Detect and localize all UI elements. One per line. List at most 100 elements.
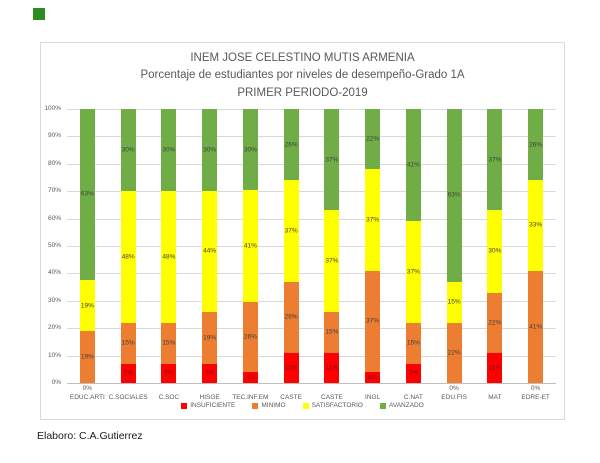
category-label: CASTE — [321, 394, 343, 401]
category-label: TEC.INF.EM — [232, 394, 269, 401]
category-label: C.NAT — [403, 394, 423, 401]
bar-segment — [242, 301, 258, 373]
bar-segment — [405, 109, 421, 222]
gridline — [67, 218, 556, 220]
bar-segment-label: 30% — [243, 146, 257, 154]
bar-segment-label: 26% — [284, 141, 298, 149]
bar-segment-label: 30% — [203, 146, 217, 154]
bar-segment-label: 44% — [203, 247, 217, 255]
gridline — [67, 328, 556, 330]
bar-segment-label: 37% — [325, 257, 339, 265]
plot-area: 0% 10% 20% 30% 40% 50% 60% 70% 80% 90% 100% 0% 19% 19… — [44, 105, 556, 401]
bar-segment-label: 37% — [325, 156, 339, 164]
bar-segment — [202, 109, 218, 192]
author-note: Elaboro: C.A.Gutierrez — [37, 430, 143, 442]
bar-segment-label: 22% — [447, 349, 461, 357]
category-label: EDRE-ET — [521, 394, 550, 401]
bar-segment — [79, 279, 95, 332]
chart-title-line-1: INEM JOSE CELESTINO MUTIS ARMENIA — [190, 52, 415, 64]
bar-segment — [487, 352, 503, 383]
chart-legend: INSUFICIENTE MINIMO SATISFACTORIO AVANZADO — [41, 402, 564, 409]
bar-segment-label: 7% — [408, 369, 419, 377]
bar-segment — [79, 109, 95, 280]
category-label: HISGE — [199, 394, 220, 401]
bar-segment — [120, 363, 136, 383]
legend-swatch-icon — [252, 402, 259, 409]
legend-label: AVANZADO — [388, 402, 424, 409]
y-tick-label: 90% — [47, 132, 61, 140]
bar-segment — [528, 109, 544, 181]
bar-segment-label: 26% — [243, 333, 257, 341]
bar-segment-label: 48% — [121, 253, 135, 261]
bar-segment — [202, 311, 218, 364]
bar-segment — [161, 363, 177, 383]
bar-segment — [365, 169, 381, 271]
legend-swatch-icon — [379, 402, 386, 409]
y-tick-label: 10% — [47, 351, 61, 359]
x-axis-line — [67, 383, 556, 384]
legend-swatch-icon — [181, 402, 188, 409]
bar-zero-label: 0% — [449, 385, 459, 392]
legend-item: MINIMO — [252, 402, 286, 409]
bar-segment — [283, 352, 299, 383]
bar-segment-label: 26% — [529, 141, 543, 149]
y-tick-label: 30% — [47, 296, 61, 304]
category-label: EDUC.ARTI — [69, 394, 105, 401]
bar-segment — [161, 191, 177, 323]
bar-segment — [405, 322, 421, 364]
bar-segment — [487, 210, 503, 293]
bar-segment-label: 41% — [243, 242, 257, 250]
chart-frame[interactable]: INEM JOSE CELESTINO MUTIS ARMENIA Porcen… — [40, 42, 565, 420]
bar-segment — [283, 109, 299, 181]
y-tick-label: 80% — [47, 159, 61, 167]
bar-segment — [161, 322, 177, 364]
bar-segment — [283, 180, 299, 282]
bar-segment — [446, 281, 462, 323]
bar-segment-label: 63% — [447, 191, 461, 199]
bar-segment-label: 37% — [284, 227, 298, 235]
bar-segment — [120, 191, 136, 323]
bar-segment-label: 15% — [325, 328, 339, 336]
bar-segment-label: 4% — [367, 374, 378, 382]
bar-segment-label: 11% — [488, 364, 502, 372]
legend-label: INSUFICIENTE — [190, 402, 236, 409]
y-tick-label: 50% — [47, 242, 61, 249]
bar-segment — [365, 372, 381, 383]
y-tick-label: 20% — [47, 324, 61, 332]
gridline — [67, 300, 556, 302]
gridline — [67, 273, 556, 275]
bar-segment-label: 33% — [529, 221, 543, 229]
legend-item: SATISFACTORIO — [302, 402, 363, 409]
bar-segment — [405, 221, 421, 323]
category-label: MAT — [488, 394, 502, 401]
category-label: C.SOC — [158, 394, 180, 401]
category-label: EDU.FIS — [441, 394, 467, 401]
chart-title: INEM JOSE CELESTINO MUTIS ARMENIA Porcen… — [41, 50, 564, 102]
bar-segment — [528, 180, 544, 271]
bar-segment-label: 19% — [203, 334, 217, 342]
legend-swatch-icon — [302, 402, 309, 409]
bar-segment — [446, 322, 462, 383]
bar-segment — [242, 372, 258, 383]
bar-segment-label: 11% — [284, 364, 298, 372]
bar-segment-label: 19% — [80, 353, 94, 361]
bar-segment — [202, 191, 218, 312]
legend-item: AVANZADO — [379, 402, 424, 409]
bar-segment — [487, 109, 503, 211]
bar-segment-label: 41% — [529, 323, 543, 331]
bar-segment — [365, 109, 381, 170]
chart-title-line-3: PRIMER PERIODO-2019 — [237, 86, 368, 99]
gridline — [67, 355, 556, 357]
bar-segment-label: 19% — [80, 302, 94, 310]
legend-label: MINIMO — [261, 402, 286, 409]
bar-segment — [487, 292, 503, 353]
bar-segment — [283, 281, 299, 353]
bar-segment-label: 7% — [204, 369, 215, 377]
bar-segment-label: 11% — [325, 364, 339, 372]
category-label: CASTE — [280, 394, 302, 401]
bar-segment-label: 48% — [162, 253, 176, 261]
bar-zero-label: 0% — [530, 385, 541, 392]
bar-segment — [79, 331, 95, 383]
bar-segment-label: 22% — [366, 135, 380, 143]
bar-segment-label: 37% — [366, 216, 380, 224]
